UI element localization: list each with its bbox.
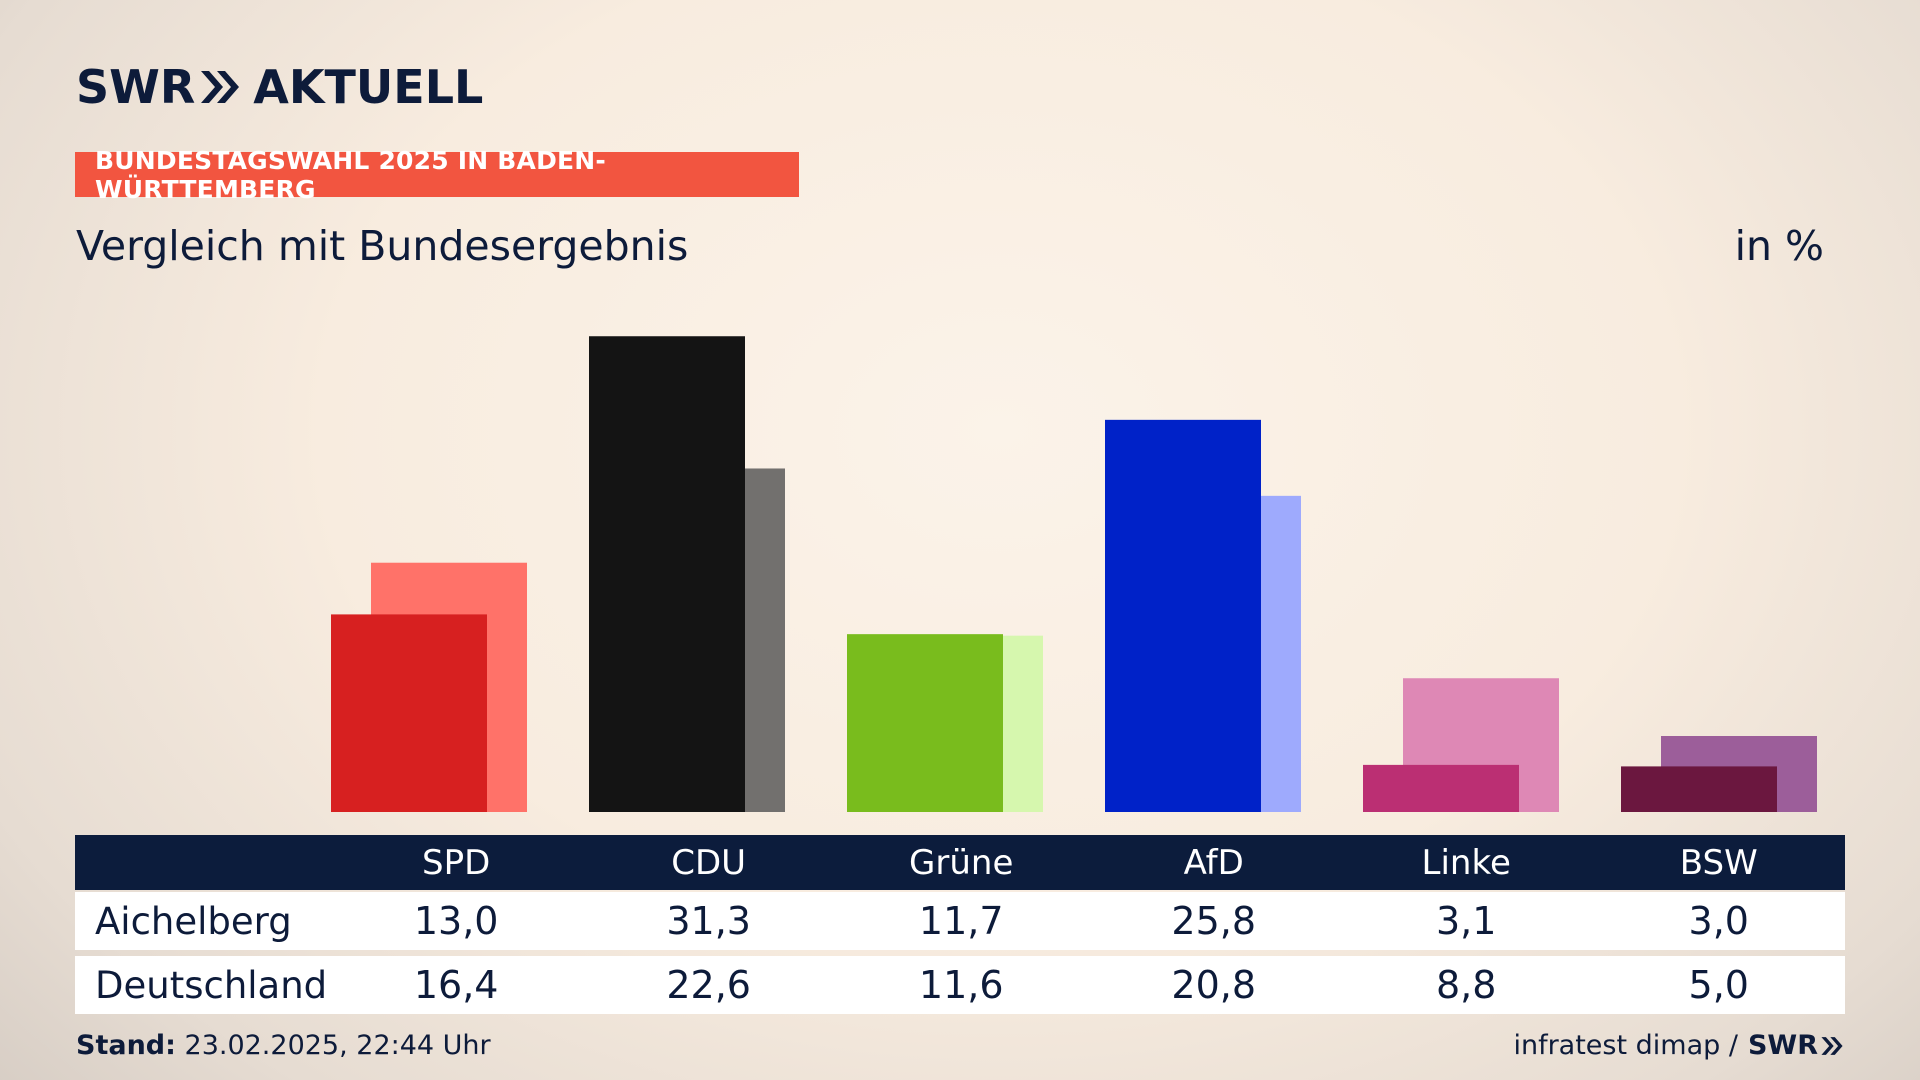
value-cell: 3,0: [1688, 899, 1749, 943]
logo-swr-text: SWR: [76, 60, 196, 114]
row-label: Deutschland: [95, 963, 328, 1007]
row-label: Aichelberg: [95, 899, 292, 943]
value-cell: 20,8: [1171, 963, 1257, 1007]
value-cell: 22,6: [666, 963, 751, 1007]
bar-aichelberg-linke: [1363, 764, 1519, 812]
party-header-spd: SPD: [422, 842, 491, 883]
value-cell: 3,1: [1436, 899, 1497, 943]
party-header-linke: Linke: [1421, 842, 1511, 883]
bar-aichelberg-gruene: [847, 634, 1003, 812]
party-header-bsw: BSW: [1679, 842, 1758, 883]
source-credit: infratest dimap / SWR: [1513, 1030, 1844, 1061]
table-row-aichelberg: Aichelberg 13,0 31,3 11,7 25,8 3,1 3,0: [75, 892, 1845, 950]
logo-aktuell-text: AKTUELL: [253, 60, 484, 114]
bar-aichelberg-afd: [1105, 419, 1261, 812]
table-row-deutschland: Deutschland 16,4 22,6 11,6 20,8 8,8 5,0: [75, 956, 1845, 1014]
value-cell: 16,4: [413, 963, 499, 1007]
results-table: SPD CDU Grüne AfD Linke BSW Aichelberg 1…: [75, 835, 1845, 1014]
bar-aichelberg-bsw: [1621, 766, 1777, 812]
value-cell: 11,6: [918, 963, 1004, 1007]
party-header-afd: AfD: [1183, 842, 1244, 883]
timestamp: Stand: 23.02.2025, 22:44 Uhr: [76, 1030, 491, 1061]
double-chevron-icon: [201, 71, 240, 103]
party-header-cdu: CDU: [671, 842, 747, 883]
value-cell: 13,0: [413, 899, 499, 943]
table-header-spacer: [75, 862, 330, 863]
chart-subtitle: Vergleich mit Bundesergebnis: [76, 222, 689, 270]
bar-aichelberg-cdu: [589, 336, 745, 812]
value-cell: 25,8: [1171, 899, 1257, 943]
swr-aktuell-logo: SWR AKTUELL: [76, 64, 483, 110]
party-header-gruene: Grüne: [909, 842, 1014, 883]
unit-label: in %: [1734, 222, 1824, 270]
small-logo-text: SWR: [1747, 1030, 1818, 1061]
bar-aichelberg-spd: [331, 614, 487, 812]
stand-label: Stand:: [76, 1030, 176, 1061]
table-header: SPD CDU Grüne AfD Linke BSW: [75, 835, 1845, 890]
value-cell: 8,8: [1436, 963, 1497, 1007]
double-chevron-icon: [1821, 1036, 1843, 1055]
bar-chart: [331, 336, 1817, 812]
swr-small-logo: SWR: [1748, 1030, 1844, 1061]
source-text: infratest dimap /: [1513, 1030, 1738, 1061]
stand-value: 23.02.2025, 22:44 Uhr: [184, 1030, 491, 1061]
value-cell: 11,7: [918, 899, 1004, 943]
value-cell: 5,0: [1688, 963, 1749, 1007]
value-cell: 31,3: [666, 899, 751, 943]
